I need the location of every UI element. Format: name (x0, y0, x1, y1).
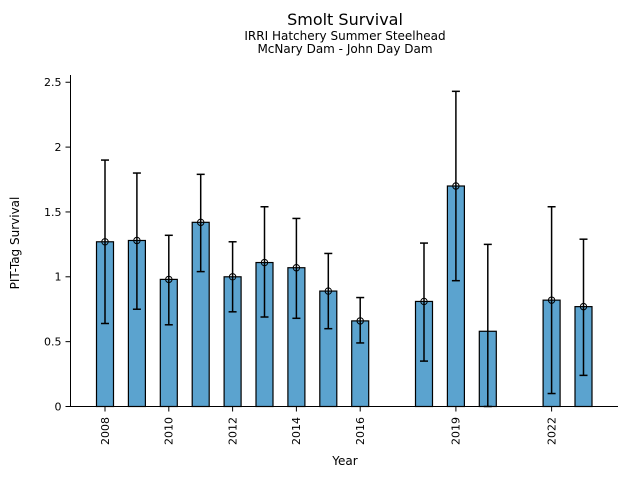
marker-2013 (260, 258, 269, 267)
x-tick-label: 2008 (99, 417, 112, 445)
y-tick-label: 1 (55, 271, 62, 284)
x-tick-label: 2014 (290, 417, 303, 445)
marker-2023 (579, 302, 588, 311)
y-tick-label: 2 (55, 141, 62, 154)
x-axis-label: Year (332, 454, 358, 468)
y-tick-label: 0.5 (44, 335, 62, 348)
x-tick-label: 2010 (163, 417, 176, 445)
marker-2022 (547, 296, 556, 304)
x-tick-label: 2016 (354, 417, 367, 445)
marker-2011 (197, 218, 205, 227)
marker-2018 (420, 297, 428, 306)
chart-subtitle-line2: McNary Dam - John Day Dam (257, 42, 433, 56)
y-tick-label: 1.5 (44, 206, 62, 219)
marker-2019 (452, 182, 460, 190)
marker-2008 (101, 238, 109, 246)
marker-2016 (356, 317, 364, 325)
marker-2009 (133, 236, 141, 245)
marker-2010 (165, 275, 173, 284)
marker-2015 (324, 287, 332, 295)
chart-subtitle-line1: IRRI Hatchery Summer Steelhead (244, 29, 446, 43)
marker-2012 (228, 273, 237, 281)
chart-title: Smolt Survival (287, 10, 403, 29)
marker-2014 (292, 264, 301, 272)
y-tick-label: 0 (55, 400, 62, 413)
x-tick-label: 2012 (226, 417, 239, 445)
x-tick-label: 2022 (545, 417, 558, 445)
x-tick-label: 2019 (450, 417, 463, 445)
y-tick-label: 2.5 (44, 76, 62, 89)
